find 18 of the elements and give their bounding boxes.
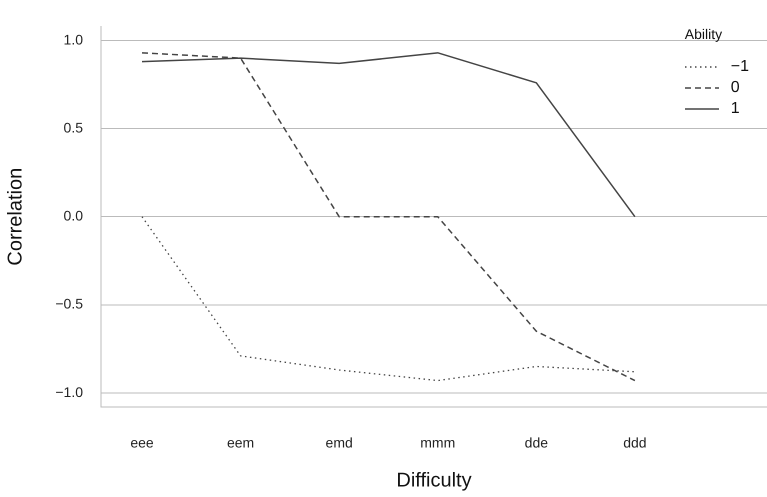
legend-label: −1	[730, 58, 749, 76]
x-tick-label: eem	[226, 434, 254, 450]
y-axis-title: Correlation	[4, 168, 27, 266]
line-series	[141, 52, 636, 382]
x-tick-label: dde	[524, 434, 548, 450]
y-tick-label: 0.0	[64, 208, 84, 224]
y-tick-label: 0.5	[64, 119, 84, 136]
y-tick-label: 1.0	[64, 31, 84, 48]
legend-label: 1	[730, 100, 740, 118]
legend-title: Ability	[684, 26, 724, 42]
x-tick-label: mmm	[420, 434, 456, 450]
x-tick-label: emd	[326, 434, 353, 450]
x-axis-title: Difficulty	[396, 470, 472, 492]
x-tick-label: ddd	[623, 434, 647, 450]
legend-label: 0	[730, 78, 740, 96]
y-tick-label: −1.0	[55, 384, 84, 400]
x-tick-label: eee	[130, 434, 154, 450]
y-tick-label: −0.5	[55, 296, 84, 312]
